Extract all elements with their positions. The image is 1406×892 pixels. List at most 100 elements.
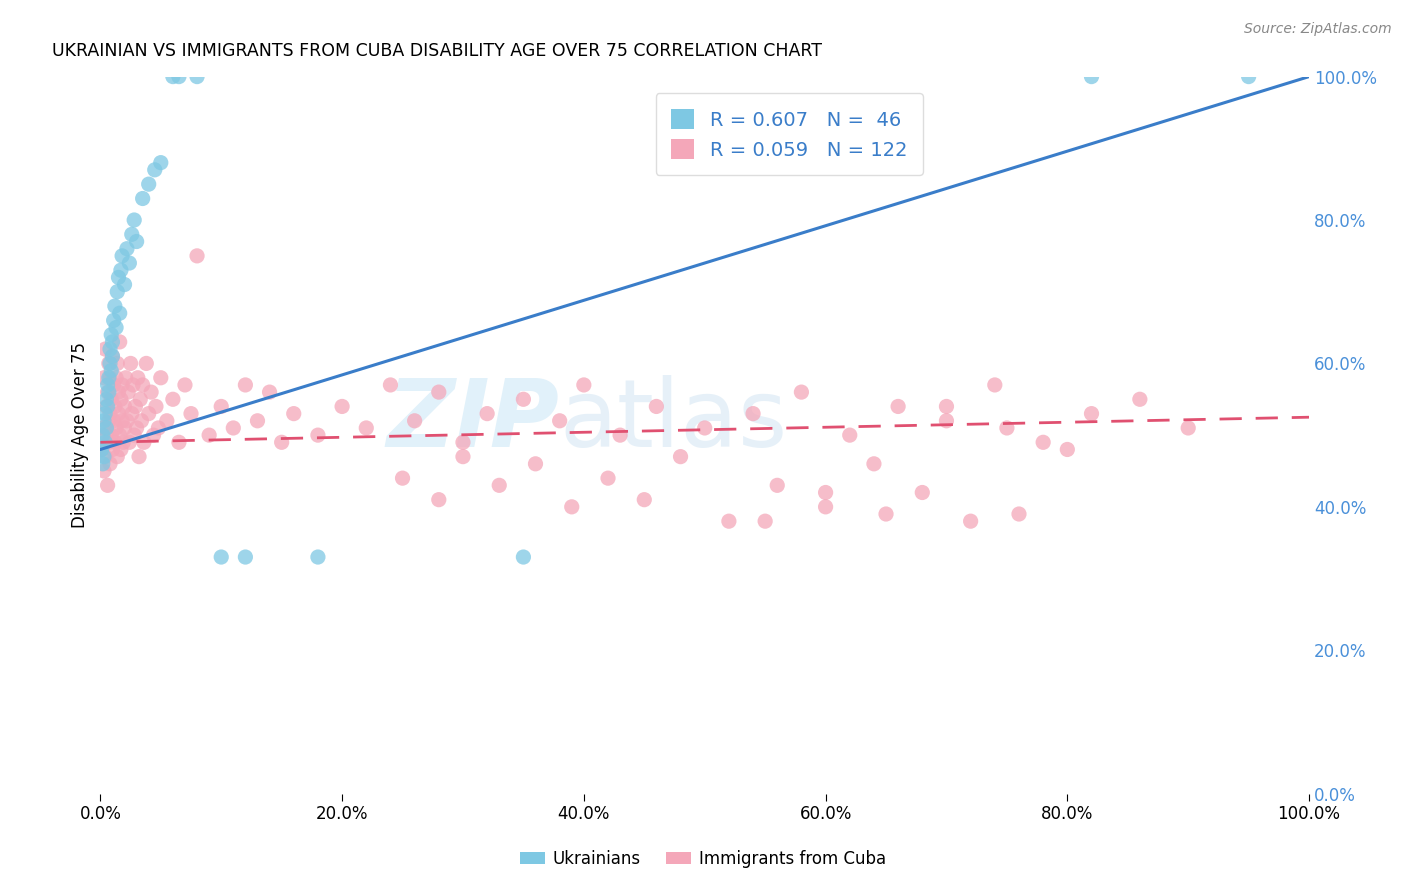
Point <box>97 356 120 370</box>
Point <box>1237 70 1260 84</box>
Point <box>380 378 402 392</box>
Point <box>995 421 1018 435</box>
Point <box>814 485 837 500</box>
Point <box>108 428 131 442</box>
Point <box>98 342 121 356</box>
Point <box>1177 421 1199 435</box>
Point <box>121 407 143 421</box>
Point <box>96 400 118 414</box>
Point <box>596 471 619 485</box>
Point <box>93 371 115 385</box>
Point <box>307 549 329 564</box>
Point <box>548 414 571 428</box>
Point <box>162 70 184 84</box>
Point <box>111 378 134 392</box>
Point <box>790 385 813 400</box>
Point <box>103 313 125 327</box>
Point <box>100 327 122 342</box>
Point <box>97 435 120 450</box>
Point <box>149 155 172 169</box>
Point <box>863 457 886 471</box>
Point <box>451 450 474 464</box>
Point <box>572 378 595 392</box>
Point <box>131 192 153 206</box>
Point <box>561 500 583 514</box>
Point <box>935 414 957 428</box>
Point <box>259 385 281 400</box>
Point <box>100 363 122 377</box>
Point <box>103 378 125 392</box>
Point <box>512 392 534 407</box>
Point <box>120 356 142 370</box>
Point <box>766 478 789 492</box>
Point <box>97 400 120 414</box>
Point <box>96 428 118 442</box>
Point <box>838 428 860 442</box>
Point <box>98 457 121 471</box>
Point <box>96 392 118 407</box>
Point <box>110 392 132 407</box>
Point <box>107 385 129 400</box>
Point <box>107 270 129 285</box>
Point <box>104 299 127 313</box>
Point <box>98 371 121 385</box>
Point <box>108 306 131 320</box>
Point <box>101 334 124 349</box>
Point <box>1080 70 1102 84</box>
Text: ZIP: ZIP <box>387 375 560 467</box>
Point <box>404 414 426 428</box>
Point <box>1008 507 1031 521</box>
Point <box>114 277 136 292</box>
Point <box>330 400 353 414</box>
Point <box>100 428 122 442</box>
Legend: Ukrainians, Immigrants from Cuba: Ukrainians, Immigrants from Cuba <box>513 844 893 875</box>
Point <box>633 492 655 507</box>
Point <box>122 378 145 392</box>
Point <box>717 514 740 528</box>
Point <box>100 392 122 407</box>
Point <box>235 549 257 564</box>
Point <box>103 414 125 428</box>
Point <box>97 385 120 400</box>
Point <box>104 400 127 414</box>
Point <box>149 371 172 385</box>
Point <box>246 414 269 428</box>
Point <box>887 400 910 414</box>
Point <box>174 378 197 392</box>
Point <box>118 435 141 450</box>
Point <box>186 70 208 84</box>
Point <box>1129 392 1152 407</box>
Point <box>110 442 132 457</box>
Point <box>122 213 145 227</box>
Point <box>127 371 149 385</box>
Point <box>742 407 765 421</box>
Point <box>104 435 127 450</box>
Point <box>283 407 305 421</box>
Point <box>118 256 141 270</box>
Point <box>1056 442 1078 457</box>
Point <box>524 457 547 471</box>
Point <box>115 414 138 428</box>
Point <box>209 400 232 414</box>
Point <box>96 421 118 435</box>
Point <box>198 428 221 442</box>
Point <box>645 400 668 414</box>
Point <box>93 450 115 464</box>
Point <box>97 371 120 385</box>
Point <box>111 414 134 428</box>
Point <box>131 378 153 392</box>
Point <box>145 400 167 414</box>
Point <box>209 549 232 564</box>
Point <box>111 249 134 263</box>
Point <box>180 407 202 421</box>
Point <box>90 442 112 457</box>
Point <box>235 378 257 392</box>
Point <box>356 421 378 435</box>
Point <box>112 435 135 450</box>
Point <box>94 450 117 464</box>
Y-axis label: Disability Age Over 75: Disability Age Over 75 <box>72 343 89 528</box>
Point <box>94 435 117 450</box>
Point <box>105 421 128 435</box>
Point <box>156 414 179 428</box>
Point <box>105 450 128 464</box>
